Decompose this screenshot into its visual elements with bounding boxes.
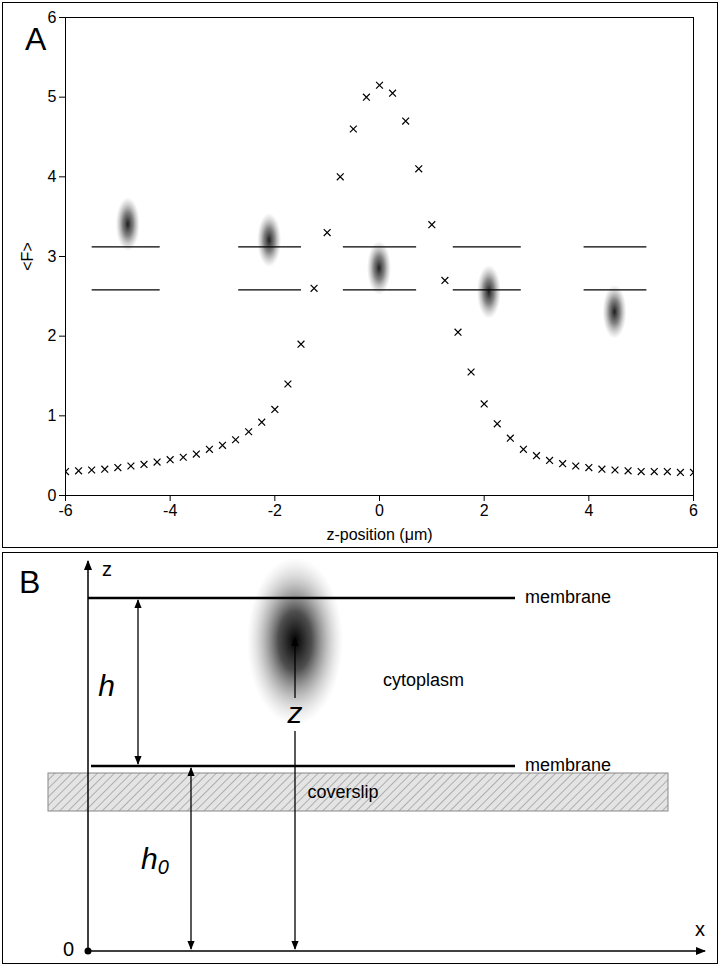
svg-text:cytoplasm: cytoplasm (383, 670, 464, 690)
svg-text:0: 0 (375, 502, 384, 519)
html-text:A: A (25, 21, 47, 57)
svg-text:x: x (695, 918, 705, 940)
svg-text:6: 6 (689, 502, 698, 519)
svg-text:-2: -2 (268, 502, 282, 519)
svg-text:z: z (287, 696, 303, 729)
svg-text:-4: -4 (163, 502, 177, 519)
svg-text:2: 2 (480, 502, 489, 519)
svg-text:6: 6 (48, 9, 57, 26)
svg-text:3: 3 (48, 248, 57, 265)
svg-text:-6: -6 (58, 502, 72, 519)
svg-text:coverslip: coverslip (307, 782, 378, 802)
svg-text:h: h (98, 669, 115, 702)
svg-text:z: z (102, 558, 112, 580)
svg-text:4: 4 (584, 502, 593, 519)
svg-text:z-position (μm): z-position (μm) (326, 526, 432, 543)
svg-text:h0: h0 (141, 842, 169, 878)
svg-text:2: 2 (48, 327, 57, 344)
svg-text:1: 1 (48, 407, 57, 424)
svg-text:5: 5 (48, 88, 57, 105)
svg-text:membrane: membrane (525, 755, 611, 775)
svg-text:B: B (19, 564, 40, 600)
svg-text:4: 4 (48, 168, 57, 185)
svg-text:<F>: <F> (19, 242, 36, 270)
svg-text:membrane: membrane (525, 587, 611, 607)
svg-text:0: 0 (63, 938, 74, 960)
svg-text:0: 0 (48, 487, 57, 504)
